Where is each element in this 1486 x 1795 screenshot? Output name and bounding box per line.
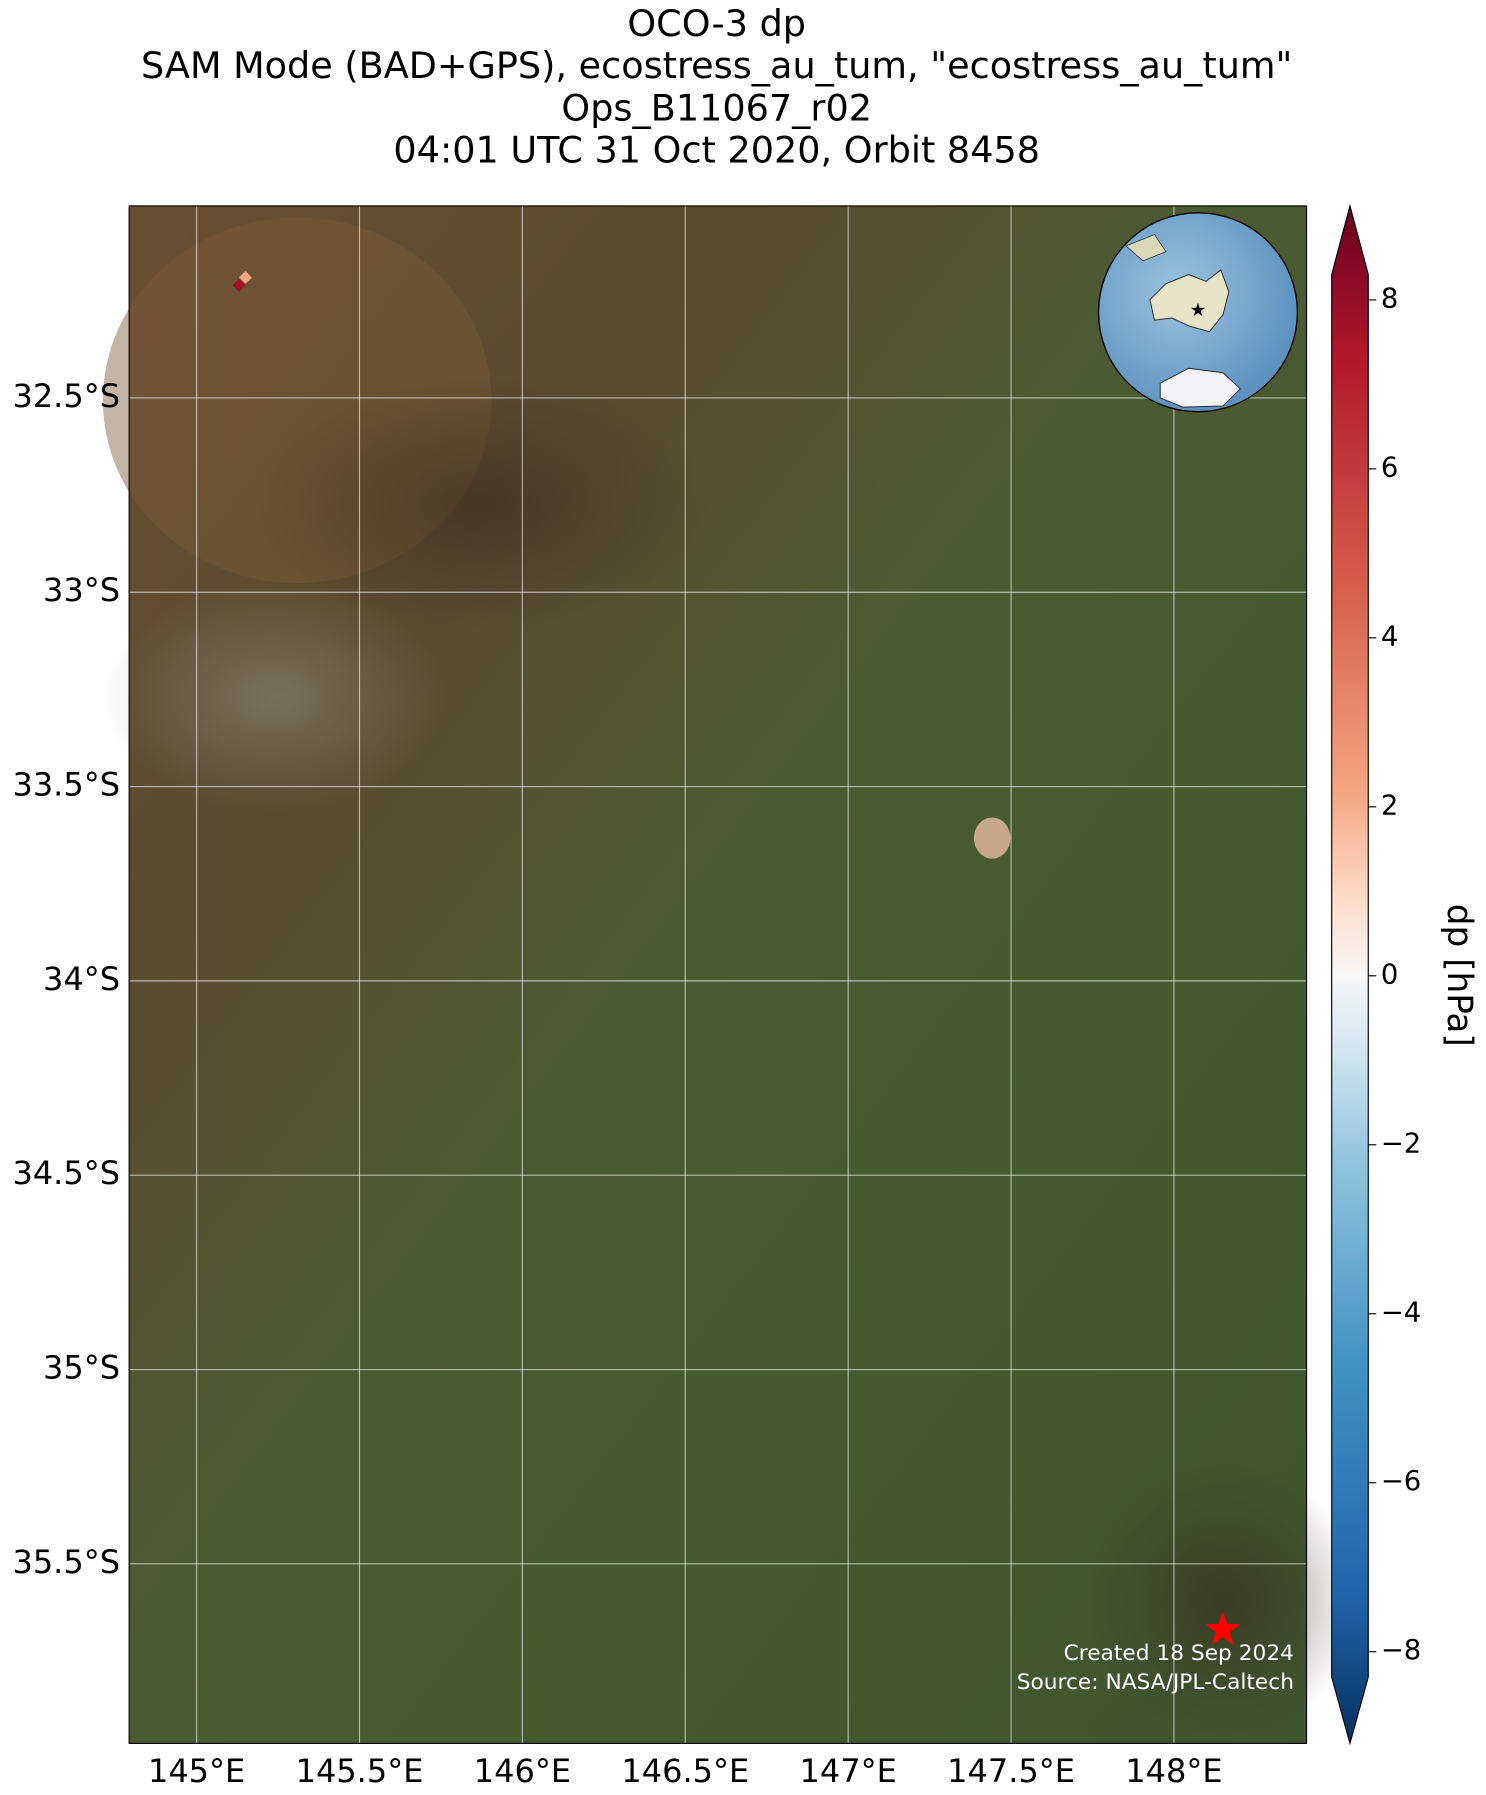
colorbar-tick-label: −6	[1381, 1466, 1421, 1497]
australia	[1149, 269, 1230, 333]
colorbar-outline	[1331, 203, 1369, 1746]
colorbar-fill	[1331, 205, 1369, 1744]
y-tick-label: 33°S	[43, 571, 120, 609]
title-line: OCO-3 dp	[627, 2, 806, 45]
y-tick-label: 34.5°S	[12, 1154, 120, 1192]
footer: Source: NASA/JPL-Caltech	[1017, 1670, 1294, 1695]
terrain	[1085, 1463, 1361, 1738]
colorbar	[1331, 203, 1369, 1746]
inset-globe: ★	[1097, 212, 1299, 413]
footer: Created 18 Sep 2024	[1064, 1641, 1294, 1666]
y-tick-label: 33.5°S	[12, 766, 120, 804]
colorbar-tick-label: 8	[1381, 283, 1398, 314]
colorbar-tick-label: −2	[1381, 1128, 1421, 1159]
x-tick-label: 147°E	[800, 1752, 897, 1790]
colorbar-tick-label: 4	[1381, 621, 1398, 652]
x-tick-label: 146°E	[474, 1752, 571, 1790]
y-tick-label: 35.5°S	[12, 1543, 120, 1581]
title-line: 04:01 UTC 31 Oct 2020, Orbit 8458	[393, 129, 1040, 172]
terrain	[251, 377, 709, 629]
title-line: SAM Mode (BAD+GPS), ecostress_au_tum, "e…	[141, 44, 1292, 87]
x-tick-label: 147.5°E	[947, 1752, 1075, 1790]
sounding	[239, 270, 252, 284]
colorbar-tick-label: 0	[1381, 959, 1398, 990]
antarctica	[1159, 367, 1241, 408]
x-tick-label: 145°E	[148, 1752, 245, 1790]
site-marker	[1205, 1611, 1241, 1645]
x-tick-label: 148°E	[1125, 1752, 1222, 1790]
colorbar-tick-label: 2	[1381, 790, 1398, 821]
colorbar-tick-label: −8	[1381, 1635, 1421, 1666]
globe-marker: ★	[1190, 300, 1206, 321]
x-tick-label: 146.5°E	[621, 1752, 749, 1790]
colorbar-tick-label: −4	[1381, 1297, 1421, 1328]
sounding	[232, 278, 246, 292]
map-frame	[128, 205, 1308, 1744]
lake	[973, 817, 1011, 859]
y-tick-label: 34°S	[43, 960, 120, 998]
title-line: Ops_B11067_r02	[561, 86, 872, 129]
y-tick-label: 32.5°S	[12, 377, 120, 415]
colorbar-tick-label: 6	[1381, 452, 1398, 483]
colorbar-label: dp [hPa]	[1439, 904, 1479, 1047]
terrain	[102, 583, 446, 812]
y-tick-label: 35°S	[43, 1349, 120, 1387]
asia	[1125, 234, 1167, 262]
map	[129, 205, 1307, 1744]
x-tick-label: 145.5°E	[296, 1752, 424, 1790]
